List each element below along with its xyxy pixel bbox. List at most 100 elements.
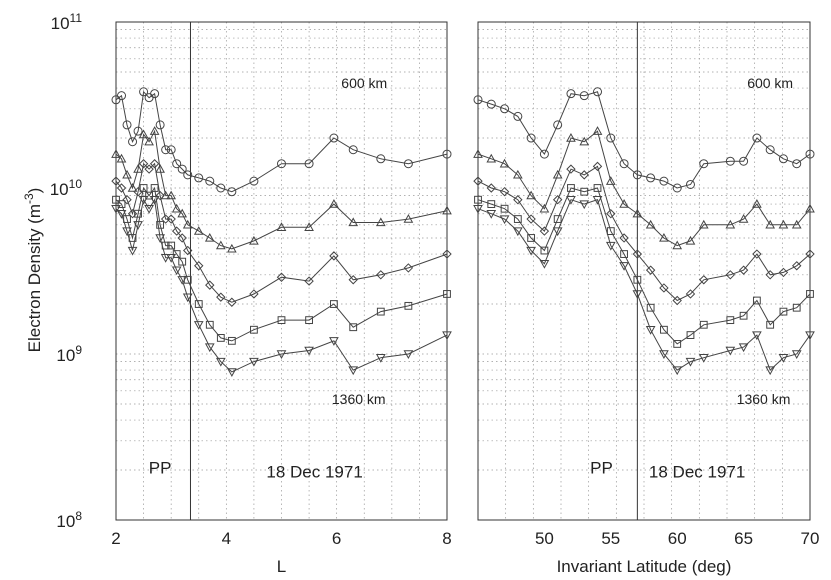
data-point [513, 195, 523, 205]
data-point [403, 214, 414, 223]
series-line [477, 91, 811, 189]
data-point [592, 126, 603, 135]
data-point [474, 195, 482, 204]
data-point [765, 219, 776, 229]
data-point [329, 199, 339, 208]
data-point [348, 366, 359, 376]
data-point [685, 357, 696, 367]
data-point [738, 343, 749, 353]
data-point [304, 222, 314, 231]
data-point [698, 219, 709, 229]
data-point [792, 303, 801, 312]
data-point [512, 169, 523, 179]
data-point [177, 164, 187, 174]
data-point [194, 173, 204, 183]
data-point [778, 219, 789, 229]
data-point [375, 353, 386, 363]
data-point [133, 126, 143, 136]
data-point [194, 300, 203, 308]
plot-frame [115, 21, 448, 521]
data-point [539, 259, 550, 269]
data-point [443, 290, 451, 298]
data-point [215, 240, 226, 250]
data-point [249, 289, 259, 299]
data-point [276, 272, 287, 282]
data-point [138, 129, 149, 139]
data-point [526, 214, 536, 224]
series-line [477, 199, 811, 371]
data-point [166, 190, 177, 200]
data-point [161, 145, 171, 155]
data-point [376, 270, 386, 280]
data-point [806, 290, 814, 298]
data-point [156, 220, 165, 229]
data-point [376, 307, 385, 316]
data-point [579, 200, 590, 210]
data-point [791, 350, 802, 360]
data-point [632, 208, 643, 218]
data-point [553, 215, 562, 223]
data-point [592, 161, 603, 172]
data-point [442, 149, 452, 159]
data-point [699, 275, 709, 285]
data-point [752, 331, 762, 341]
data-point [171, 203, 182, 213]
data-point [473, 176, 483, 186]
data-point [645, 219, 656, 229]
data-point [193, 226, 204, 235]
data-point [473, 205, 483, 214]
data-point [249, 357, 259, 367]
data-point [133, 186, 143, 197]
y-tick-label: 1011 [51, 11, 83, 33]
data-point [403, 159, 413, 169]
data-point [752, 133, 762, 143]
data-point [155, 164, 165, 173]
data-point [442, 331, 452, 341]
data-point [215, 357, 226, 367]
data-point [133, 221, 143, 230]
x-axis-label: L [277, 557, 286, 576]
data-point [227, 297, 237, 307]
data-point [725, 270, 736, 280]
data-point [227, 368, 237, 377]
data-point [404, 301, 413, 310]
x-tick-label: 2 [111, 529, 120, 548]
data-point [685, 179, 695, 189]
data-point [150, 89, 160, 99]
data-point [122, 169, 132, 179]
data-point [276, 222, 287, 231]
y-tick-label: 108 [56, 509, 82, 531]
data-point [149, 159, 160, 169]
data-point [685, 235, 696, 245]
y-axis-label: Electron Density (m-3) [22, 188, 44, 353]
data-point [329, 337, 339, 346]
data-point [672, 366, 683, 376]
data-point [605, 176, 616, 185]
data-point [646, 173, 656, 183]
data-point [659, 350, 669, 360]
data-point [791, 219, 802, 229]
data-point [566, 89, 576, 99]
data-point [752, 249, 762, 259]
data-point [304, 159, 314, 169]
series-line [477, 130, 811, 247]
data-point [673, 340, 682, 348]
data-point [579, 91, 589, 101]
data-point [122, 120, 132, 130]
data-point [204, 232, 215, 242]
data-point [725, 219, 736, 229]
data-point [605, 241, 616, 251]
data-point [792, 159, 802, 169]
data-point [606, 133, 616, 143]
data-point [144, 205, 154, 214]
data-point [250, 325, 258, 334]
data-point [330, 300, 338, 308]
data-point [499, 158, 510, 168]
data-point [513, 111, 523, 121]
data-point [619, 262, 629, 271]
data-point [193, 321, 204, 330]
data-point [205, 176, 215, 186]
data-point [305, 316, 313, 325]
data-point [526, 190, 536, 200]
data-point [552, 227, 563, 237]
